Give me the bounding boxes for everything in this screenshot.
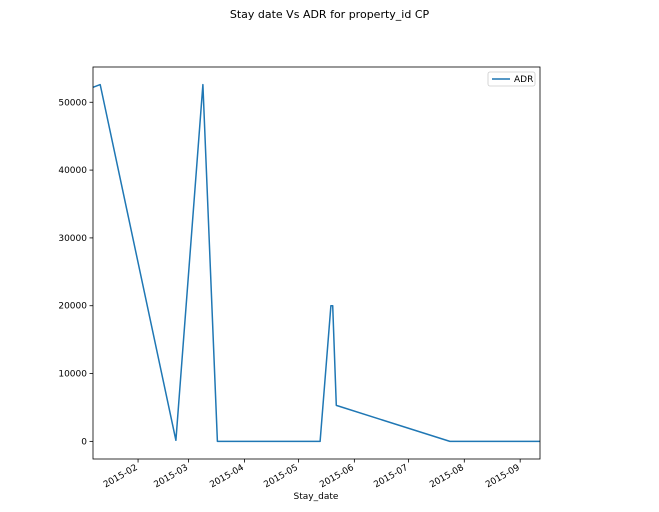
plot-area [92,83,540,443]
x-tick-label: 2015-09 [484,463,522,491]
legend-label: ADR [514,75,533,85]
x-tick-label: 2015-03 [152,463,190,490]
y-tick-label: 40000 [58,166,87,176]
y-tick-label: 30000 [58,234,87,244]
y-tick-label: 50000 [58,98,87,108]
chart-title: Stay date Vs ADR for property_id CP [229,8,430,21]
axes: 0 10000 20000 30000 40000 50000 2015-02 2015-03… [58,66,541,491]
legend-box [487,71,536,87]
series-line-0 [92,83,540,443]
y-tick-label: 10000 [58,370,87,380]
y-tick-label: 20000 [58,302,87,312]
x-tick-label: 2015-08 [428,463,466,491]
x-axis-label: Stay_date [294,492,339,502]
x-tick-label: 2015-02 [102,463,140,490]
y-tick-label: 0 [81,437,87,447]
legend: ADR [487,71,536,87]
plot-frame [92,66,541,460]
x-tick-label: 2015-04 [208,463,246,491]
x-tick-label: 2015-07 [372,463,410,490]
x-tick-label: 2015-05 [262,463,300,490]
x-tick-label: 2015-06 [318,463,356,491]
